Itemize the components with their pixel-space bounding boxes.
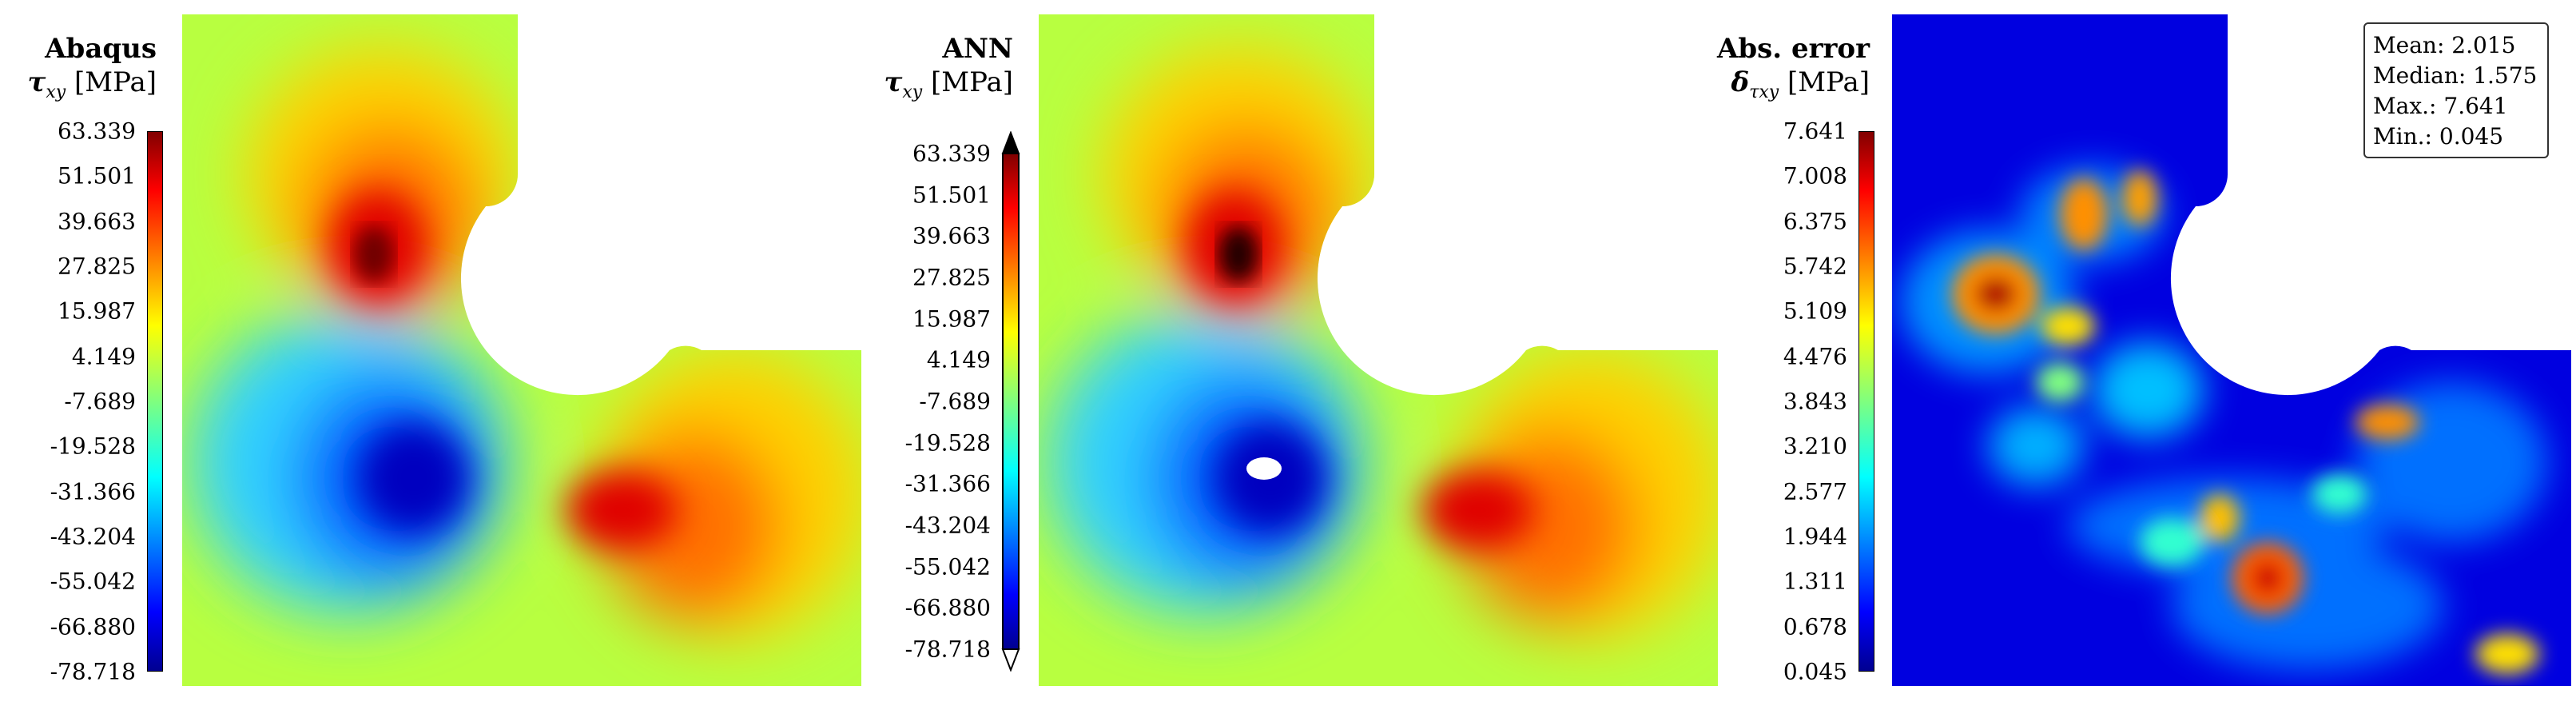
colorbar-tick-label: -19.528 (904, 429, 991, 457)
colorbar-tick-label: 4.149 (926, 346, 991, 373)
colorbar-tick-label: -7.689 (919, 388, 991, 415)
colorbar-tick-label: 1.311 (1783, 568, 1847, 595)
panel-title: ANN (942, 33, 1013, 65)
colorbar-title: Abaqus τxy [MPa] (0, 32, 157, 110)
colorbar-tick-label: -31.366 (904, 470, 991, 497)
stat-mean: Mean: 2.015 (2373, 32, 2516, 58)
colorbar-tick-label: -19.528 (50, 433, 136, 460)
colorbar-tick-label: 63.339 (58, 118, 136, 145)
colorbar (1001, 131, 1020, 672)
colorbar-tick-label: -31.366 (50, 478, 136, 505)
colorbar-title: ANN τxy [MPa] (847, 32, 1013, 110)
stat-max: Max.: 7.641 (2373, 93, 2508, 119)
colorbar-tick-label: -55.042 (50, 568, 136, 595)
colorbar-tick-label: -78.718 (904, 636, 991, 663)
colorbar-label: δτxy [MPa] (1731, 66, 1870, 102)
colorbar-tick-label: 6.375 (1783, 208, 1847, 235)
colorbar-ticks: 63.339 51.501 39.663 27.825 15.987 4.149 -7.68… (0, 118, 136, 685)
colorbar-tick-label: 51.501 (912, 181, 991, 209)
colorbar-tick-label: 15.987 (912, 305, 991, 333)
colorbar-tick-label: 27.825 (912, 264, 991, 291)
colorbar-tick-label: 3.843 (1783, 388, 1847, 415)
colorbar (147, 131, 163, 672)
colorbar-title: Abs. error δτxy [MPa] (1678, 32, 1870, 110)
colorbar-tick-label: 2.577 (1783, 478, 1847, 505)
colorbar-tick-label: -43.204 (904, 512, 991, 539)
colorbar-tick-label: -66.880 (50, 613, 136, 640)
colorbar-tick-label: -66.880 (904, 594, 991, 621)
colorbar-tick-label: 5.742 (1783, 253, 1847, 280)
colorbar-tick-label: 3.210 (1783, 433, 1847, 460)
colorbar-tick-label: 27.825 (58, 253, 136, 280)
colorbar-tick-label: -43.204 (50, 523, 136, 550)
colorbar-tick-label: 0.678 (1783, 613, 1847, 640)
stat-median: Median: 1.575 (2373, 62, 2538, 89)
colorbar-tick-label: 15.987 (58, 297, 136, 325)
colorbar-tick-label: 39.663 (58, 208, 136, 235)
colorbar-tick-label: -7.689 (64, 388, 136, 415)
colorbar-tick-label: 51.501 (58, 162, 136, 189)
colorbar-tick-label: -55.042 (904, 553, 991, 580)
colorbar-tick-label: 1.944 (1783, 523, 1847, 550)
colorbar-ticks: 7.641 7.008 6.375 5.742 5.109 4.476 3.843 3.210… (1710, 118, 1847, 685)
colorbar-tick-label: 63.339 (912, 140, 991, 167)
colorbar-tick-label: 4.149 (71, 343, 136, 370)
colorbar (1858, 131, 1874, 672)
stress-field-abaqus (182, 14, 861, 686)
stat-min: Min.: 0.045 (2373, 123, 2504, 150)
colorbar-tick-label: 0.045 (1783, 658, 1847, 685)
colorbar-tick-label: 7.008 (1783, 162, 1847, 189)
colorbar-tick-label: -78.718 (50, 658, 136, 685)
stats-box: Mean: 2.015 Median: 1.575 Max.: 7.641 Mi… (2363, 22, 2549, 158)
colorbar-ticks: 63.339 51.501 39.663 27.825 15.987 4.149 -7.68… (847, 141, 991, 663)
colorbar-tick-label: 5.109 (1783, 297, 1847, 325)
colorbar-tick-label: 39.663 (912, 222, 991, 249)
colorbar-tick-label: 4.476 (1783, 343, 1847, 370)
colorbar-tick-label: 7.641 (1783, 118, 1847, 145)
stress-field-ann (1039, 14, 1718, 686)
panel-title: Abs. error (1716, 33, 1870, 65)
panel-title: Abaqus (45, 33, 157, 65)
colorbar-label: τxy [MPa] (27, 66, 157, 102)
colorbar-label: τxy [MPa] (884, 66, 1013, 102)
